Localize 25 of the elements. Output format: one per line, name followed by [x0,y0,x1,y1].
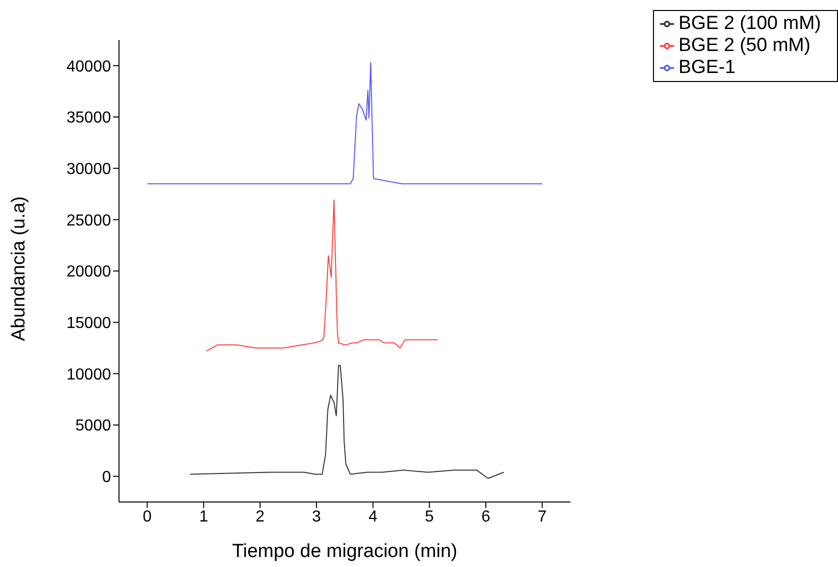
y-tick-label: 25000 [66,212,112,230]
legend-label: BGE 2 (100 mM) [678,13,821,34]
legend-label: BGE 2 (50 mM) [678,35,810,56]
y-tick-label: 20000 [66,264,112,281]
x-tick-label: 2 [256,508,265,526]
y-tick-label: 35000 [66,110,112,127]
x-tick-label: 6 [481,508,490,526]
x-tick-label: 4 [368,508,378,526]
y-tick-label: 15000 [66,315,112,332]
y-axis-title: Abundancia (u.a) [8,196,30,341]
x-tick-label: 5 [424,508,434,526]
line-series [190,364,504,479]
x-tick-label: 7 [538,508,547,526]
x-tick-label: 3 [312,508,322,526]
x-tick-label: 1 [199,508,208,526]
y-tick-label: 10000 [66,366,112,384]
y-tick-label: 40000 [66,58,112,76]
legend-label: BGE-1 [678,57,736,78]
line-series [206,200,438,352]
y-tick-label: 5000 [75,418,112,435]
line-series [146,62,543,184]
y-tick-label: 0 [102,469,112,486]
x-axis-title: Tiempo de migracion (min) [232,541,458,562]
y-tick-label: 30000 [66,161,112,178]
x-tick-label: 0 [142,508,152,526]
